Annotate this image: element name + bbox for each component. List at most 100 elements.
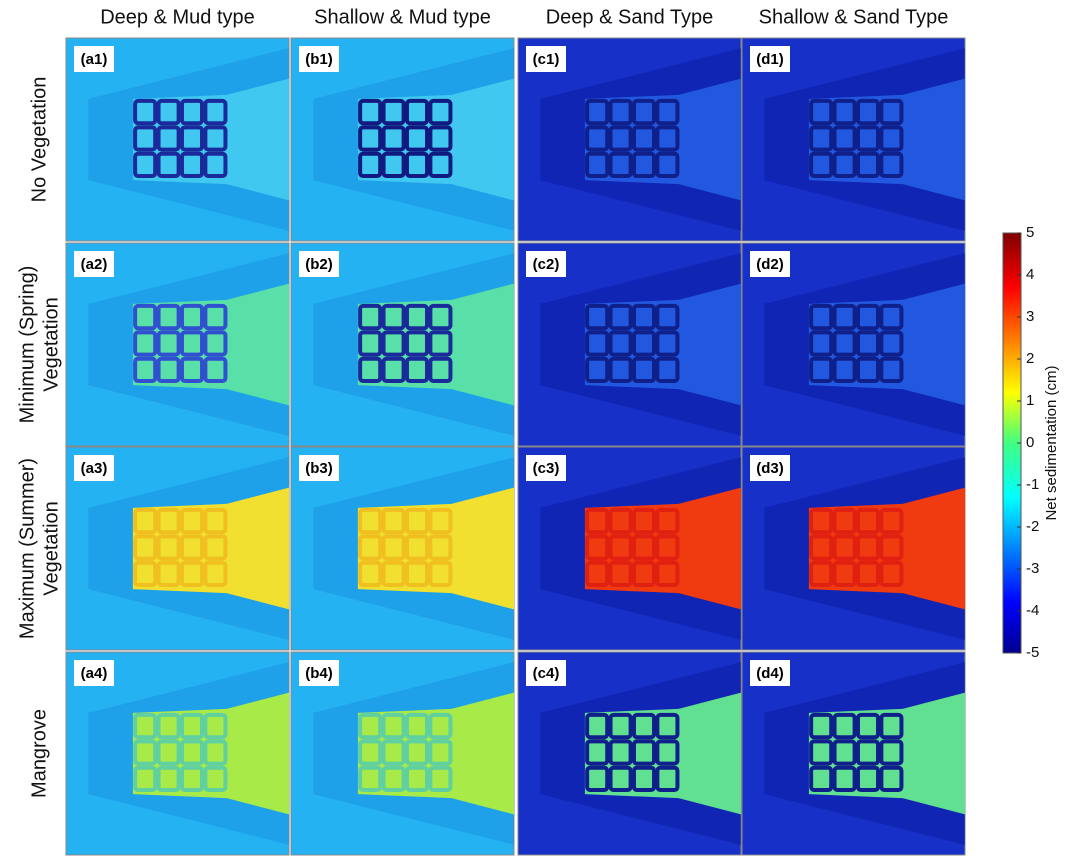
structure xyxy=(203,712,228,740)
structure xyxy=(404,356,430,384)
structure xyxy=(179,303,205,331)
structure xyxy=(631,534,657,561)
structure xyxy=(381,151,406,179)
structure xyxy=(428,151,453,179)
structure xyxy=(381,560,406,588)
structure xyxy=(133,765,158,793)
plume xyxy=(808,78,965,201)
panel-label: (b2) xyxy=(305,256,333,273)
structure xyxy=(156,151,181,179)
structure xyxy=(832,98,857,126)
label-box xyxy=(299,455,339,481)
panel: (a1) xyxy=(65,37,290,242)
panel-label: (d2) xyxy=(756,256,784,273)
column-header: Deep & Mud type xyxy=(100,6,255,28)
structure xyxy=(381,507,406,535)
structure xyxy=(358,534,383,561)
structure xyxy=(404,151,430,179)
panel: (c3) xyxy=(517,446,742,651)
label-box xyxy=(74,46,114,72)
label-box xyxy=(299,46,339,72)
row-label: Mangrove xyxy=(28,709,50,798)
plume xyxy=(808,692,965,815)
structure xyxy=(608,507,633,535)
structure xyxy=(608,534,633,561)
structure xyxy=(179,125,205,152)
structure xyxy=(358,125,383,152)
structure xyxy=(156,534,181,561)
structure xyxy=(133,125,158,152)
structure xyxy=(631,560,657,588)
structure xyxy=(855,560,881,588)
panel: (b3) xyxy=(290,446,515,651)
plume xyxy=(132,692,289,815)
structure xyxy=(631,765,657,793)
structure xyxy=(428,303,453,331)
structure xyxy=(832,151,857,179)
structure xyxy=(358,330,383,357)
structure xyxy=(203,534,228,561)
structure xyxy=(832,560,857,588)
row-label: Vegetation xyxy=(40,297,62,392)
structure xyxy=(428,765,453,793)
structure xyxy=(358,356,383,384)
structure xyxy=(855,303,881,331)
structure xyxy=(832,507,857,535)
label-box xyxy=(526,455,566,481)
structure xyxy=(585,534,610,561)
structure xyxy=(585,739,610,766)
structure xyxy=(631,712,657,740)
structure xyxy=(404,739,430,766)
structure xyxy=(179,739,205,766)
structure xyxy=(608,765,633,793)
structure xyxy=(655,534,680,561)
colorbar-tick-label: 5 xyxy=(1026,224,1034,241)
structure xyxy=(631,98,657,126)
structure xyxy=(655,125,680,152)
structure xyxy=(358,507,383,535)
structure xyxy=(879,151,904,179)
panel-label: (c3) xyxy=(533,460,560,477)
structure xyxy=(608,560,633,588)
panel: (c2) xyxy=(517,242,742,447)
structure xyxy=(879,98,904,126)
label-box xyxy=(74,455,114,481)
structure xyxy=(404,98,430,126)
colorbar-tick-label: 0 xyxy=(1026,434,1034,451)
structure xyxy=(179,560,205,588)
structure xyxy=(358,151,383,179)
panel: (a4) xyxy=(65,651,290,856)
colorbar-tick-label: -2 xyxy=(1026,518,1039,535)
panel-label: (a2) xyxy=(81,256,108,273)
column-header: Shallow & Sand Type xyxy=(759,6,949,28)
structure xyxy=(631,507,657,535)
structure xyxy=(203,765,228,793)
structure xyxy=(608,98,633,126)
structure xyxy=(428,356,453,384)
structure xyxy=(585,98,610,126)
structure xyxy=(179,712,205,740)
structure xyxy=(809,739,834,766)
structure xyxy=(832,125,857,152)
structure xyxy=(428,125,453,152)
panel: (d4) xyxy=(741,651,966,856)
structure xyxy=(358,712,383,740)
panel: (b4) xyxy=(290,651,515,856)
structure xyxy=(133,534,158,561)
structure xyxy=(404,560,430,588)
structure xyxy=(879,712,904,740)
structure xyxy=(203,98,228,126)
structure xyxy=(585,560,610,588)
panel-label: (c1) xyxy=(533,51,560,68)
structure xyxy=(381,330,406,357)
plume xyxy=(808,487,965,610)
label-box xyxy=(526,251,566,277)
structure xyxy=(608,356,633,384)
structure xyxy=(585,330,610,357)
structure xyxy=(203,507,228,535)
panel: (d3) xyxy=(741,446,966,651)
structure xyxy=(879,765,904,793)
structure xyxy=(203,560,228,588)
structure xyxy=(381,739,406,766)
